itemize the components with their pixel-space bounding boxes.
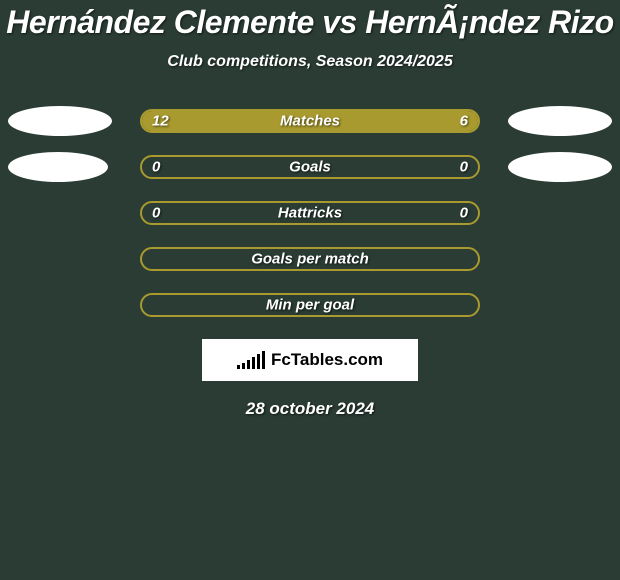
- stat-bar: Goals per match: [140, 247, 480, 271]
- logo-chart-icon: [237, 351, 265, 369]
- stat-label: Goals per match: [142, 251, 478, 268]
- stat-row: 126Matches: [0, 109, 620, 133]
- stat-label: Min per goal: [142, 297, 478, 314]
- date-label: 28 october 2024: [0, 399, 620, 419]
- stat-label: Hattricks: [142, 205, 478, 222]
- logo-text: FcTables.com: [271, 350, 383, 370]
- player-avatar-left: [8, 106, 112, 136]
- stat-row: 00Hattricks: [0, 201, 620, 225]
- stat-label: Goals: [142, 159, 478, 176]
- player-avatar-left: [8, 152, 108, 182]
- player-avatar-right: [508, 152, 612, 182]
- stat-row: Goals per match: [0, 247, 620, 271]
- stat-bar: Min per goal: [140, 293, 480, 317]
- page-title: Hernández Clemente vs HernÃ¡ndez Rizo: [0, 0, 620, 41]
- subtitle: Club competitions, Season 2024/2025: [0, 53, 620, 71]
- stat-rows: 126Matches 00Goals 00Hattricks Goals per ma…: [0, 109, 620, 317]
- stat-bar: 00Goals: [140, 155, 480, 179]
- stat-label: Matches: [142, 113, 478, 130]
- comparison-infographic: Hernández Clemente vs HernÃ¡ndez Rizo Cl…: [0, 0, 620, 580]
- logo-box: FcTables.com: [202, 339, 418, 381]
- stat-row: 00Goals: [0, 155, 620, 179]
- stat-bar: 126Matches: [140, 109, 480, 133]
- stat-row: Min per goal: [0, 293, 620, 317]
- player-avatar-right: [508, 106, 612, 136]
- stat-bar: 00Hattricks: [140, 201, 480, 225]
